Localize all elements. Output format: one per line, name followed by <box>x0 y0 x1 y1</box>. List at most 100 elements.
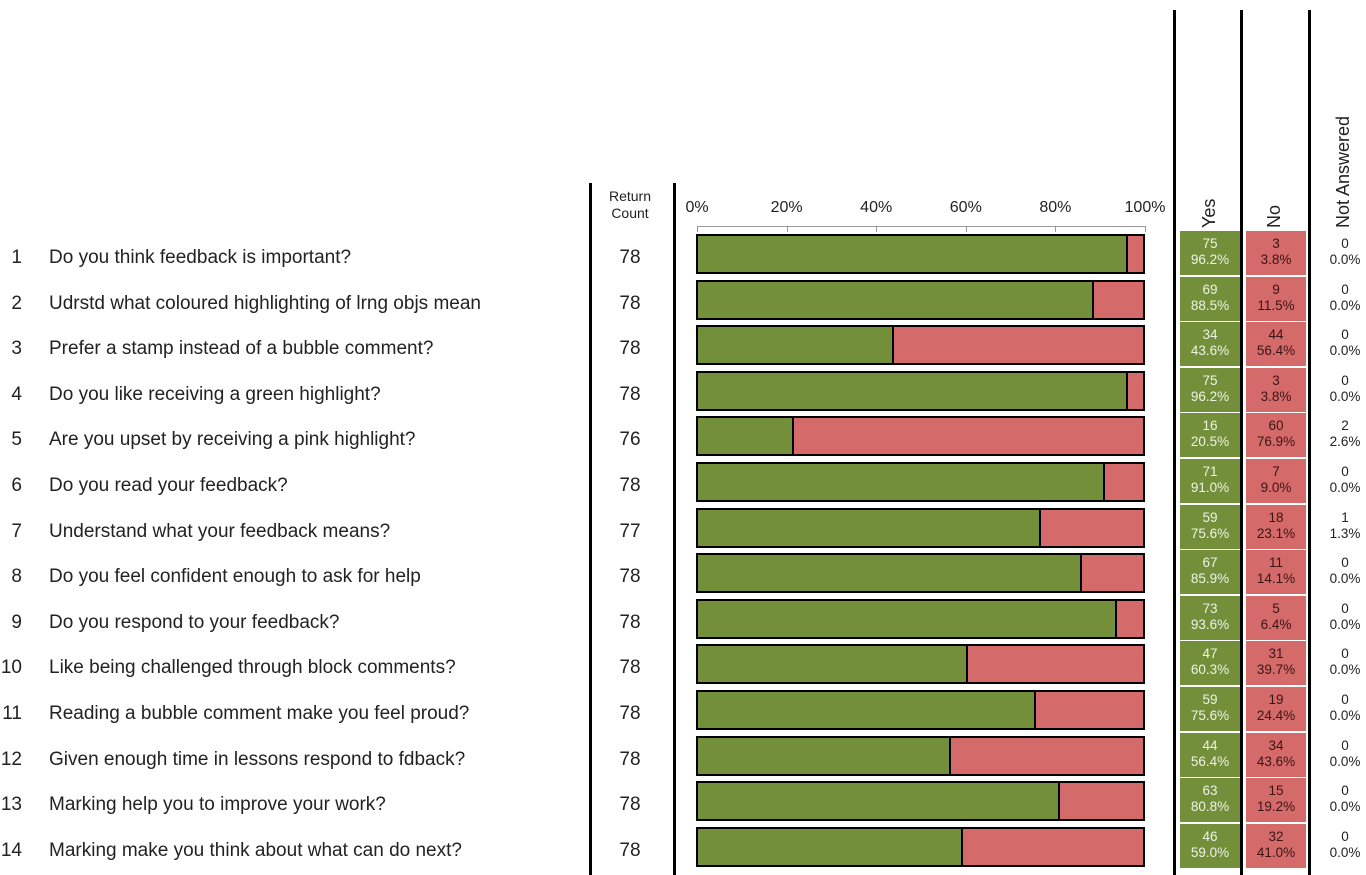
no-cell: 9 11.5% <box>1246 276 1306 321</box>
not-answered-column-header: Not Answered <box>1333 115 1353 228</box>
question-number: 4 <box>11 383 22 405</box>
no-na-divider <box>1308 10 1311 875</box>
bar-segment-no <box>1034 692 1143 728</box>
bar-segment-yes <box>698 783 1058 820</box>
table-left-divider <box>1173 10 1176 875</box>
question-text: Given enough time in lessons respond to … <box>49 748 466 770</box>
return-count-value: 78 <box>619 748 641 770</box>
return-count-value: 78 <box>619 566 641 588</box>
no-cell-percent: 3.8% <box>1260 388 1292 404</box>
no-cell-count: 3 <box>1272 372 1280 388</box>
question-text: Prefer a stamp instead of a bubble comme… <box>49 338 434 360</box>
bar-segment-yes <box>698 555 1081 592</box>
bar-segment-yes <box>698 600 1115 637</box>
stacked-bar <box>696 279 1145 320</box>
yes-cell: 69 88.5% <box>1180 276 1240 321</box>
no-cell-percent: 76.9% <box>1256 434 1296 450</box>
yes-cell-count: 59 <box>1202 509 1218 525</box>
question-number: 6 <box>11 475 22 496</box>
not-answered-cell-count: 0 <box>1341 783 1349 799</box>
no-cell-percent: 6.4% <box>1260 616 1292 632</box>
no-cell-count: 32 <box>1268 828 1284 844</box>
return-count-value: 78 <box>619 839 641 861</box>
not-answered-cell-count: 0 <box>1341 692 1349 707</box>
no-cell-count: 34 <box>1268 737 1284 753</box>
question-number: 10 <box>0 657 22 679</box>
not-answered-cell-count: 2 <box>1341 418 1349 434</box>
not-answered-cell-percent: 0.0% <box>1329 343 1361 359</box>
no-cell: 3 3.8% <box>1246 231 1306 275</box>
bar-segment-yes <box>698 281 1092 318</box>
bar-segment-no <box>1102 464 1143 500</box>
no-cell-percent: 9.0% <box>1260 480 1292 495</box>
question-text: Marking make you think about what can do… <box>49 839 462 861</box>
not-answered-cell-count: 0 <box>1341 236 1349 251</box>
not-answered-cell: 0 0.0% <box>1315 595 1366 640</box>
stacked-bar <box>696 781 1145 822</box>
yes-cell-percent: 93.6% <box>1190 616 1230 632</box>
x-tick-mark <box>697 226 698 232</box>
yes-cell: 44 56.4% <box>1180 732 1240 777</box>
not-answered-cell-percent: 0.0% <box>1329 297 1361 313</box>
yes-cell: 71 91.0% <box>1180 459 1240 503</box>
yes-no-divider <box>1240 10 1243 875</box>
bar-segment-yes <box>698 372 1127 409</box>
not-answered-cell-percent: 0.0% <box>1329 799 1361 815</box>
yes-cell-percent: 75.6% <box>1190 525 1230 541</box>
x-tick-label: 20% <box>770 199 803 216</box>
bar-segment-yes <box>698 464 1103 500</box>
yes-cell-percent: 60.3% <box>1190 662 1230 678</box>
stacked-bar <box>696 507 1145 548</box>
not-answered-cell: 0 0.0% <box>1315 367 1366 412</box>
no-cell-count: 15 <box>1268 783 1284 799</box>
question-text: Do you feel confident enough to ask for … <box>49 566 421 588</box>
yes-cell-count: 34 <box>1202 327 1218 343</box>
not-answered-cell: 0 0.0% <box>1315 459 1366 503</box>
return-count-value: 78 <box>619 611 641 633</box>
not-answered-cell-percent: 0.0% <box>1329 844 1361 860</box>
x-tick-label: 40% <box>860 199 893 216</box>
question-number: 3 <box>11 338 22 360</box>
yes-column-header: Yes <box>1199 198 1219 228</box>
no-cell: 19 24.4% <box>1246 687 1306 731</box>
yes-cell: 73 93.6% <box>1180 595 1240 640</box>
not-answered-cell: 0 0.0% <box>1315 732 1366 777</box>
return-count-value: 78 <box>619 703 641 724</box>
no-cell-count: 31 <box>1268 646 1284 662</box>
not-answered-cell-percent: 0.0% <box>1329 662 1361 678</box>
no-cell-count: 19 <box>1268 692 1284 707</box>
yes-cell-percent: 88.5% <box>1190 297 1230 313</box>
no-cell: 18 23.1% <box>1246 504 1306 549</box>
yes-cell-count: 59 <box>1202 692 1218 707</box>
yes-cell-percent: 20.5% <box>1190 434 1230 450</box>
x-tick-label: 80% <box>1039 199 1072 216</box>
x-tick-label: 60% <box>949 199 982 216</box>
bar-segment-no <box>892 327 1143 364</box>
no-cell-percent: 41.0% <box>1256 844 1296 860</box>
yes-cell: 16 20.5% <box>1180 413 1240 458</box>
return-count-header-line2: Count <box>611 205 649 221</box>
question-text: Reading a bubble comment make you feel p… <box>49 703 470 724</box>
question-text: Marking help you to improve your work? <box>49 794 386 816</box>
no-cell: 5 6.4% <box>1246 595 1306 640</box>
no-cell-count: 60 <box>1268 418 1284 434</box>
bar-segment-no <box>1057 783 1143 820</box>
bar-segment-yes <box>698 509 1039 546</box>
question-number: 8 <box>11 566 22 588</box>
no-cell-percent: 24.4% <box>1256 708 1296 723</box>
not-answered-cell: 0 0.0% <box>1315 550 1366 595</box>
stacked-bar <box>696 325 1145 366</box>
bar-segment-no <box>1126 372 1143 409</box>
no-column-header: No <box>1264 204 1284 228</box>
no-cell-count: 18 <box>1268 509 1284 525</box>
yes-cell: 47 60.3% <box>1180 641 1240 686</box>
yes-cell-percent: 80.8% <box>1190 799 1230 815</box>
question-text: Do you like receiving a green highlight? <box>49 383 381 405</box>
x-tick-mark <box>876 226 878 232</box>
yes-cell-percent: 75.6% <box>1190 708 1230 723</box>
not-answered-cell: 0 0.0% <box>1315 641 1366 686</box>
bar-segment-yes <box>698 327 893 364</box>
not-answered-cell-percent: 1.3% <box>1329 525 1361 541</box>
question-text: Like being challenged through block comm… <box>49 657 456 679</box>
